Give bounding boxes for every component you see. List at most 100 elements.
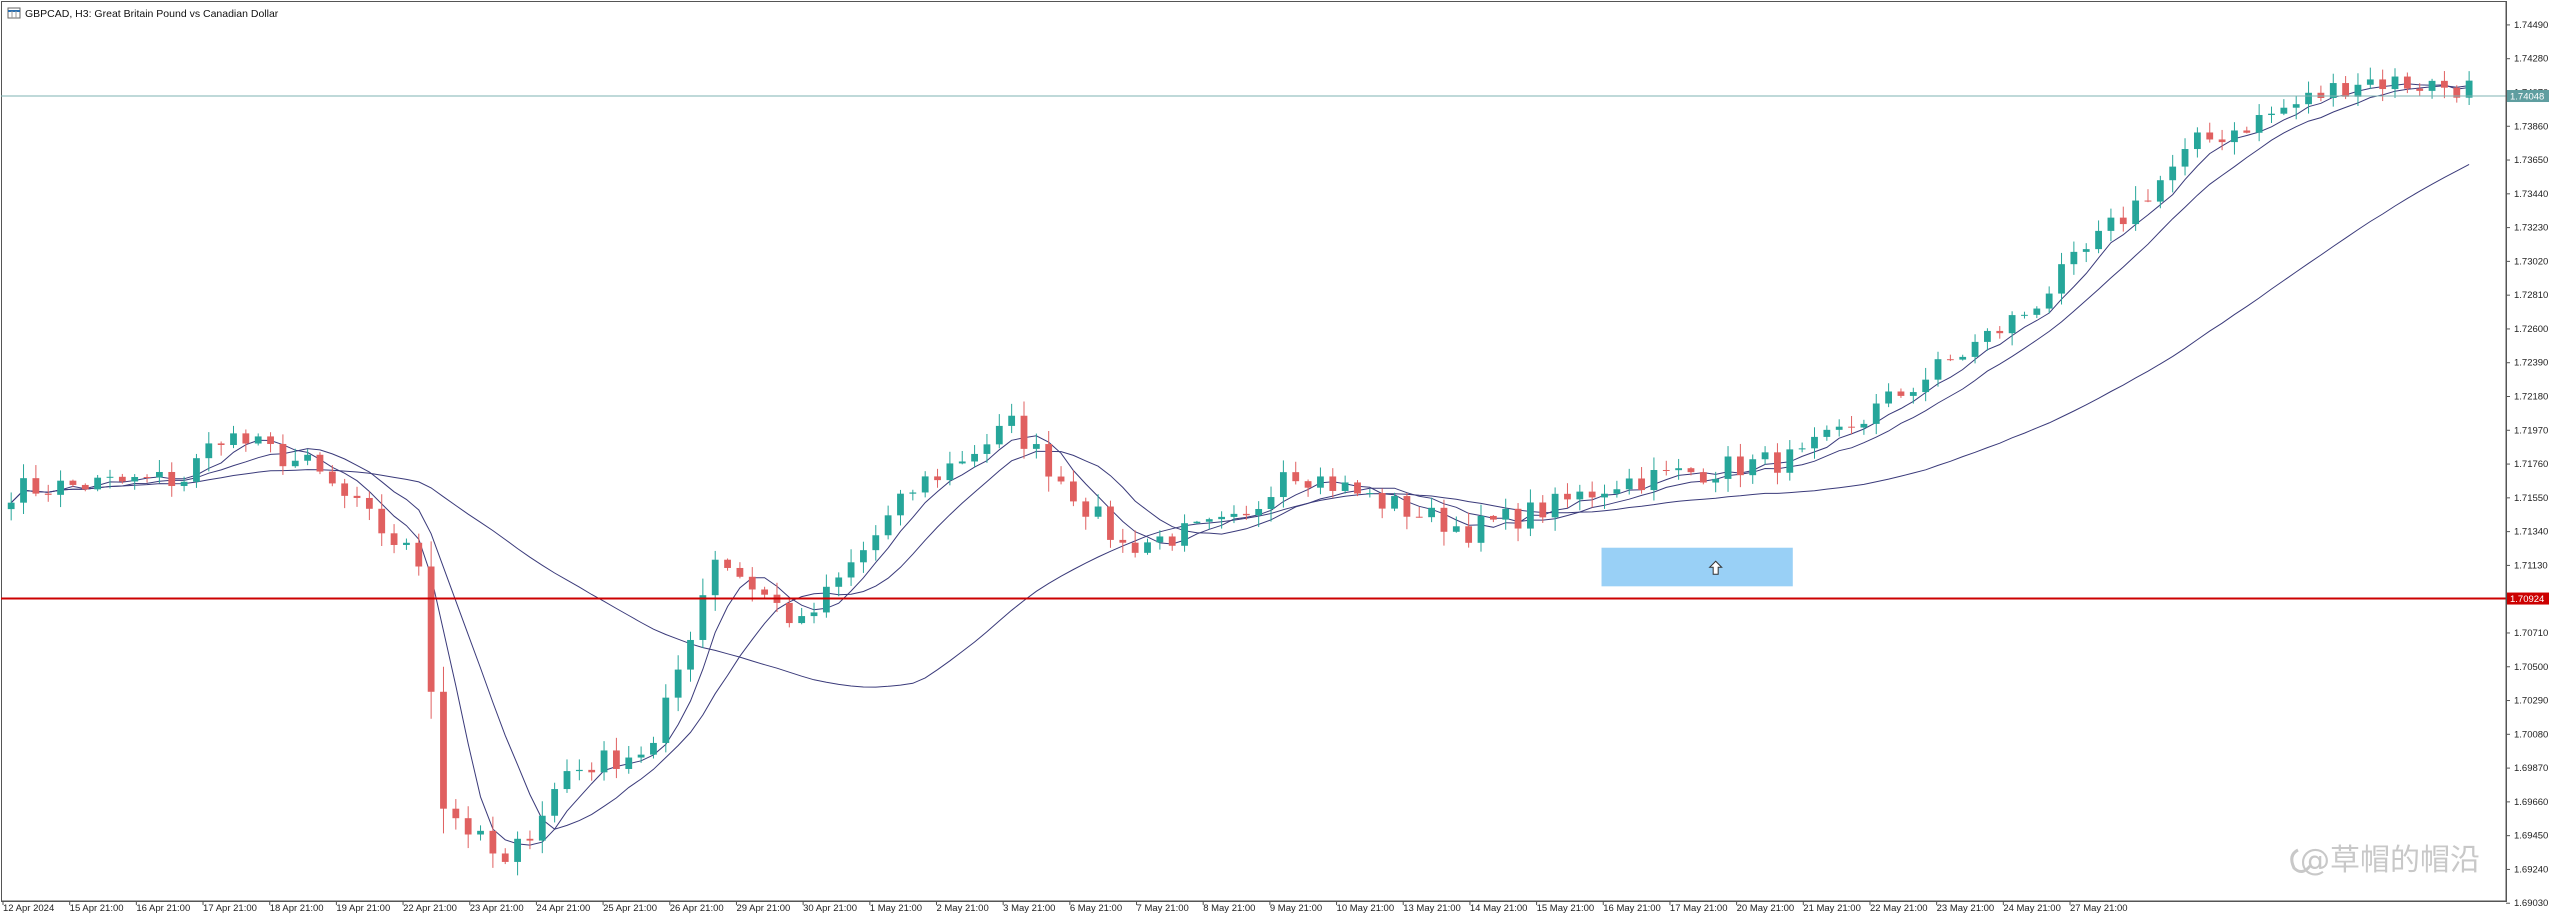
candle-body (1576, 491, 1584, 500)
candle-body (81, 484, 89, 490)
candle (2391, 68, 2399, 98)
candle-body (353, 495, 361, 498)
time-tick-label: 19 Apr 21:00 (336, 903, 390, 913)
candle-body (2292, 104, 2300, 108)
candle-body (785, 602, 793, 624)
candle-body (1897, 391, 1905, 396)
candle-body (1699, 472, 1707, 483)
candle (180, 476, 188, 492)
candle (971, 445, 978, 468)
time-tick-label: 16 Apr 21:00 (136, 903, 190, 913)
candle (514, 831, 521, 876)
candle (1292, 461, 1300, 485)
time-tick-label: 16 May 21:00 (1603, 903, 1661, 913)
candle (946, 451, 954, 486)
candle (1205, 517, 1213, 530)
candle (1045, 430, 1053, 492)
candle-body (1415, 516, 1423, 518)
price-tick-label: 1.69870 (2514, 763, 2548, 774)
candle-body (1625, 478, 1633, 490)
candle-body (1662, 469, 1670, 471)
candle (168, 462, 176, 497)
candle-body (1502, 508, 1510, 520)
candle-body (1489, 515, 1497, 520)
candle-body (2391, 76, 2399, 90)
candle-body (538, 815, 546, 841)
candle (1576, 484, 1584, 511)
price-tick-label: 1.71760 (2514, 459, 2548, 470)
candle-body (1119, 539, 1127, 543)
candle-body (2416, 88, 2424, 91)
current-price-tag (2507, 90, 2549, 103)
candle (761, 586, 769, 598)
candle (1317, 467, 1324, 495)
candle-body (378, 508, 386, 534)
candle (2045, 286, 2053, 314)
candle (501, 848, 509, 865)
candle-body (687, 639, 694, 670)
candle-body (1551, 493, 1559, 518)
time-tick-label: 3 May 21:00 (1003, 903, 1055, 913)
time-tick-label: 7 May 21:00 (1137, 903, 1189, 913)
candle-body (217, 443, 225, 445)
candle-body (390, 533, 398, 545)
candle (538, 801, 546, 854)
candle-body (1736, 456, 1744, 476)
candle (279, 434, 287, 475)
candle (1131, 530, 1139, 558)
candle (440, 666, 447, 834)
candle-body (2403, 76, 2411, 89)
candle-body (798, 616, 806, 624)
candle (613, 737, 620, 779)
support-zone-box (1601, 547, 1793, 587)
candle (1428, 497, 1435, 523)
candle (1625, 468, 1633, 495)
price-tick-label: 1.70080 (2514, 729, 2548, 740)
candle-body (995, 425, 1003, 445)
candle-body (1712, 478, 1720, 483)
chart-window-icon[interactable] (7, 7, 21, 19)
candle (1564, 483, 1571, 508)
candle-body (316, 454, 324, 472)
candle-body (1514, 508, 1522, 529)
candle-body (674, 669, 682, 698)
candle (2070, 241, 2078, 275)
candle-body (1848, 426, 1855, 428)
candle (1255, 501, 1263, 528)
candle (1724, 446, 1732, 492)
candle (872, 525, 880, 561)
candle (1391, 492, 1398, 512)
candle-body (847, 562, 855, 578)
candle-body (2033, 308, 2041, 315)
candle-body (958, 461, 966, 464)
current-price-label: 1.74048 (2510, 92, 2544, 103)
medium-moving-average-line (10, 85, 2470, 830)
candle-body (2305, 92, 2312, 105)
candle (304, 449, 312, 466)
price-tick-label: 1.71340 (2514, 527, 2548, 538)
candle (625, 745, 633, 774)
candle (94, 474, 102, 492)
candle (1860, 419, 1868, 435)
candle (2280, 99, 2288, 116)
candle-body (650, 742, 657, 755)
candle-body (1564, 493, 1571, 500)
candle (2354, 73, 2362, 106)
candle (2119, 206, 2127, 232)
candle (711, 550, 719, 611)
candle (2082, 243, 2090, 263)
candle-body (452, 808, 460, 819)
candle-body (2329, 83, 2337, 98)
candle (81, 483, 89, 492)
time-tick-label: 25 Apr 21:00 (603, 903, 657, 913)
candle-body (2206, 132, 2214, 140)
candle (1675, 458, 1683, 480)
candle-body (2255, 115, 2263, 133)
candle-body (131, 477, 139, 482)
candle (674, 655, 682, 712)
candle (1699, 468, 1707, 485)
candle-body (2317, 92, 2325, 98)
candle (328, 465, 336, 487)
candle (193, 453, 200, 488)
